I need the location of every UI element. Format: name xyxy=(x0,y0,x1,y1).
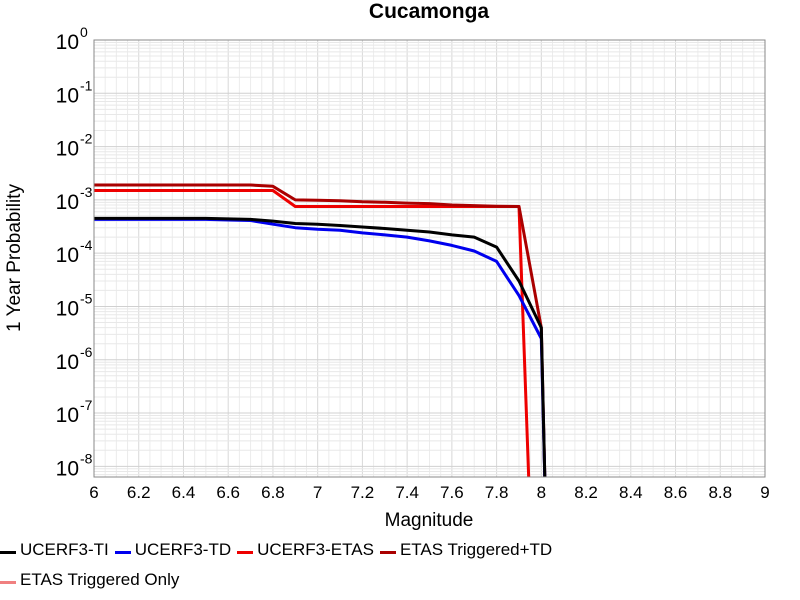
x-tick-label: 8 xyxy=(537,483,546,502)
series-line-ucerf3-ti xyxy=(94,216,547,477)
legend-swatch-ucerf3-td xyxy=(114,550,131,554)
grid xyxy=(93,39,766,477)
legend-label-ucerf3-td: UCERF3-TD xyxy=(134,540,232,559)
legend-item-etas-triggered-only: ETAS Triggered Only xyxy=(0,570,179,590)
legend-item-ucerf3-ti: UCERF3-TI xyxy=(0,540,109,560)
x-tick-label: 7 xyxy=(313,483,322,502)
y-tick-exponent: -2 xyxy=(80,131,93,147)
legend-swatch-etas-triggered-only xyxy=(0,580,16,584)
legend: UCERF3-TI UCERF3-TD UCERF3-ETAS ETAS Tri… xyxy=(0,540,558,560)
y-tick-exponent: -3 xyxy=(80,184,93,200)
y-tick-exponent: -8 xyxy=(80,450,93,466)
legend-label-ucerf3-etas: UCERF3-ETAS xyxy=(257,540,374,559)
y-tick-exponent: -5 xyxy=(80,290,93,306)
series-line-ucerf3-etas xyxy=(94,189,531,477)
legend-second-row: ETAS Triggered Only xyxy=(0,570,185,590)
y-tick-label: 10 xyxy=(56,244,79,267)
y-tick-label: 10 xyxy=(56,84,79,107)
x-axis-label: Magnitude xyxy=(385,510,474,531)
series-lines xyxy=(94,183,547,477)
legend-item-ucerf3-etas: UCERF3-ETAS xyxy=(237,540,374,560)
y-axis-label: 1 Year Probability xyxy=(4,184,25,332)
y-tick-exponent: 0 xyxy=(80,24,88,40)
legend-swatch-ucerf3-ti xyxy=(0,550,16,554)
y-tick-exponent: -6 xyxy=(80,344,93,360)
x-tick-label: 7.4 xyxy=(395,483,419,502)
x-tick-label: 6.2 xyxy=(127,483,151,502)
x-tick-label: 8.8 xyxy=(708,483,732,502)
y-tick-exponent: -4 xyxy=(80,237,93,253)
x-tick-label: 7.2 xyxy=(351,483,375,502)
y-tick-label: 10 xyxy=(56,297,79,320)
x-tick-labels: 6 6.2 6.4 6.6 6.8 7 7.2 7.4 7.6 7.8 8 8.2 8.4 8.6 8.8 9 xyxy=(89,483,769,502)
plot-frame xyxy=(93,39,766,478)
x-tick-label: 8.4 xyxy=(619,483,643,502)
legend-item-etas-triggered-td: ETAS Triggered+TD xyxy=(379,540,553,560)
y-tick-label: 10 xyxy=(56,191,79,214)
x-tick-label: 7.8 xyxy=(485,483,509,502)
x-tick-label: 9 xyxy=(760,483,769,502)
x-tick-label: 6.6 xyxy=(216,483,240,502)
y-tick-label: 10 xyxy=(56,457,79,480)
x-tick-label: 7.6 xyxy=(440,483,464,502)
legend-swatch-etas-triggered-td xyxy=(379,550,396,554)
series-line-etas-triggered-td xyxy=(94,183,547,477)
y-tick-label: 10 xyxy=(56,31,79,54)
chart-title: Cucamonga xyxy=(369,0,490,23)
x-tick-label: 8.6 xyxy=(664,483,688,502)
x-tick-label: 6.4 xyxy=(172,483,196,502)
legend-label-etas-triggered-td: ETAS Triggered+TD xyxy=(399,540,553,559)
x-tick-label: 6 xyxy=(89,483,98,502)
y-tick-label: 10 xyxy=(56,138,79,161)
legend-swatch-ucerf3-etas xyxy=(237,550,254,554)
legend-label-etas-triggered-only: ETAS Triggered Only xyxy=(20,570,180,589)
x-tick-label: 8.2 xyxy=(574,483,598,502)
legend-item-ucerf3-td: UCERF3-TD xyxy=(114,540,232,560)
y-tick-label: 10 xyxy=(56,351,79,374)
legend-label-ucerf3-ti: UCERF3-TI xyxy=(20,540,109,559)
y-tick-exponent: -7 xyxy=(80,397,93,413)
x-tick-label: 6.8 xyxy=(261,483,285,502)
y-tick-exponent: -1 xyxy=(80,77,93,93)
y-tick-label: 10 xyxy=(56,404,79,427)
